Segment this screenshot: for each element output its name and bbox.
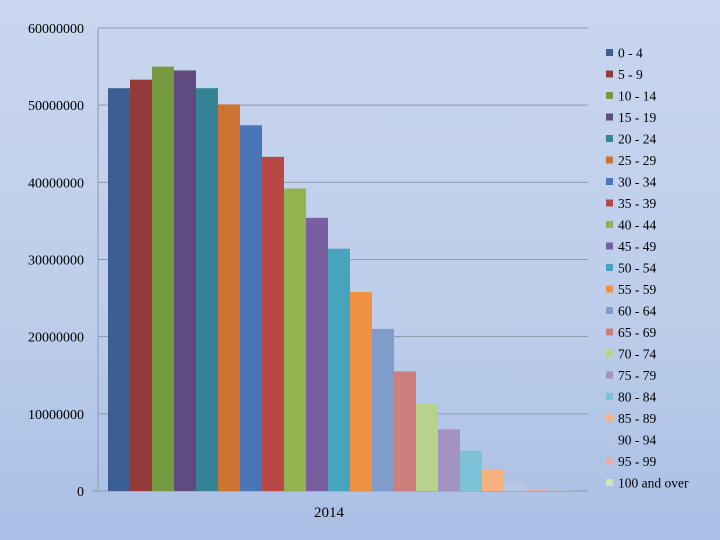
legend-label: 60 - 64 [618,304,656,319]
legend-label: 30 - 34 [618,175,656,190]
legend-label: 55 - 59 [618,282,656,297]
legend-item: 95 - 99 [606,454,656,469]
legend-item: 80 - 84 [606,390,656,405]
legend-label: 45 - 49 [618,239,656,254]
legend-label: 90 - 94 [618,433,656,448]
y-tick-label: 0 [77,485,84,500]
legend-label: 0 - 4 [618,46,643,61]
legend-swatch [606,242,613,250]
legend-swatch [606,199,613,207]
y-tick-label: 10000000 [28,408,84,423]
legend-item: 25 - 29 [606,153,656,168]
bar-60-64 [372,328,394,491]
legend-label: 85 - 89 [618,411,656,426]
x-category-label: 2014 [314,505,345,521]
legend-label: 15 - 19 [618,110,656,125]
legend-item: 60 - 64 [606,304,656,319]
y-tick-label: 60000000 [28,22,84,37]
legend-label: 5 - 9 [618,67,643,82]
bar-75-79 [438,429,460,491]
legend-item: 20 - 24 [606,132,656,147]
bar-5-9 [130,79,152,492]
legend-label: 100 and over [618,476,689,491]
legend-label: 80 - 84 [618,390,656,405]
legend-swatch [606,285,613,293]
bars [108,66,570,492]
legend-swatch [606,135,613,142]
legend-item: 40 - 44 [606,218,656,233]
legend-swatch [606,221,613,228]
legend-swatch [606,70,613,78]
bar-35-39 [262,156,284,491]
bar-10-14 [152,66,174,491]
legend-swatch [606,49,613,56]
bar-65-69 [394,371,416,491]
legend-item: 30 - 34 [606,175,656,190]
legend-item: 5 - 9 [606,67,643,82]
legend-label: 75 - 79 [618,368,656,383]
bar-80-84 [460,450,482,491]
legend-swatch [606,414,613,422]
legend-swatch [606,479,613,486]
bar-55-59 [350,291,372,491]
legend-swatch [606,92,613,99]
legend-item: 0 - 4 [606,46,643,61]
legend-swatch [606,178,613,185]
legend-swatch [606,436,613,443]
legend-swatch [606,307,613,314]
legend-swatch [606,393,613,400]
bar-25-29 [218,104,240,492]
bar-30-34 [240,125,262,491]
legend-item: 15 - 19 [606,110,656,125]
legend-item: 35 - 39 [606,196,656,211]
legend-item: 50 - 54 [606,261,656,276]
legend-label: 95 - 99 [618,454,656,469]
legend-item: 45 - 49 [606,239,656,254]
bar-45-49 [306,217,328,491]
legend-item: 65 - 69 [606,325,656,340]
legend-swatch [606,328,613,336]
x-category-labels: 2014 [314,505,345,521]
legend-label: 10 - 14 [618,89,656,104]
bar-50-54 [328,248,350,491]
bar-90-94 [504,482,526,491]
bar-20-24 [196,88,218,491]
legend-label: 35 - 39 [618,196,656,211]
legend-item: 85 - 89 [606,411,656,426]
y-tick-label: 40000000 [28,176,84,191]
y-tick-labels: 0 10000000 20000000 30000000 40000000 5000000… [28,22,84,500]
legend-label: 50 - 54 [618,261,656,276]
legend-label: 20 - 24 [618,132,656,147]
legend-item: 75 - 79 [606,368,656,383]
legend-item: 55 - 59 [606,282,656,297]
legend-swatch [606,264,613,271]
legend: 0 - 4 5 - 9 10 - 14 15 - 19 20 - 24 25 - 29 30… [606,46,689,491]
bar-40-44 [284,188,306,492]
y-tick-label: 50000000 [28,99,84,114]
bar-70-74 [416,403,438,491]
legend-swatch [606,371,613,379]
y-tick-label: 30000000 [28,254,84,269]
legend-swatch [606,350,613,357]
legend-label: 25 - 29 [618,153,656,168]
legend-label: 40 - 44 [618,218,656,233]
legend-label: 70 - 74 [618,347,656,362]
legend-item: 70 - 74 [606,347,656,362]
bar-15-19 [174,70,196,492]
bar-85-89 [482,469,504,491]
legend-swatch [606,113,613,121]
bar-95-99 [526,488,548,491]
legend-swatch [606,156,613,164]
y-tick-label: 20000000 [28,331,84,346]
bar-0-4 [108,88,130,491]
legend-item: 100 and over [606,476,689,491]
legend-item: 10 - 14 [606,89,656,104]
legend-label: 65 - 69 [618,325,656,340]
legend-swatch [606,457,613,465]
legend-item: 90 - 94 [606,433,656,448]
